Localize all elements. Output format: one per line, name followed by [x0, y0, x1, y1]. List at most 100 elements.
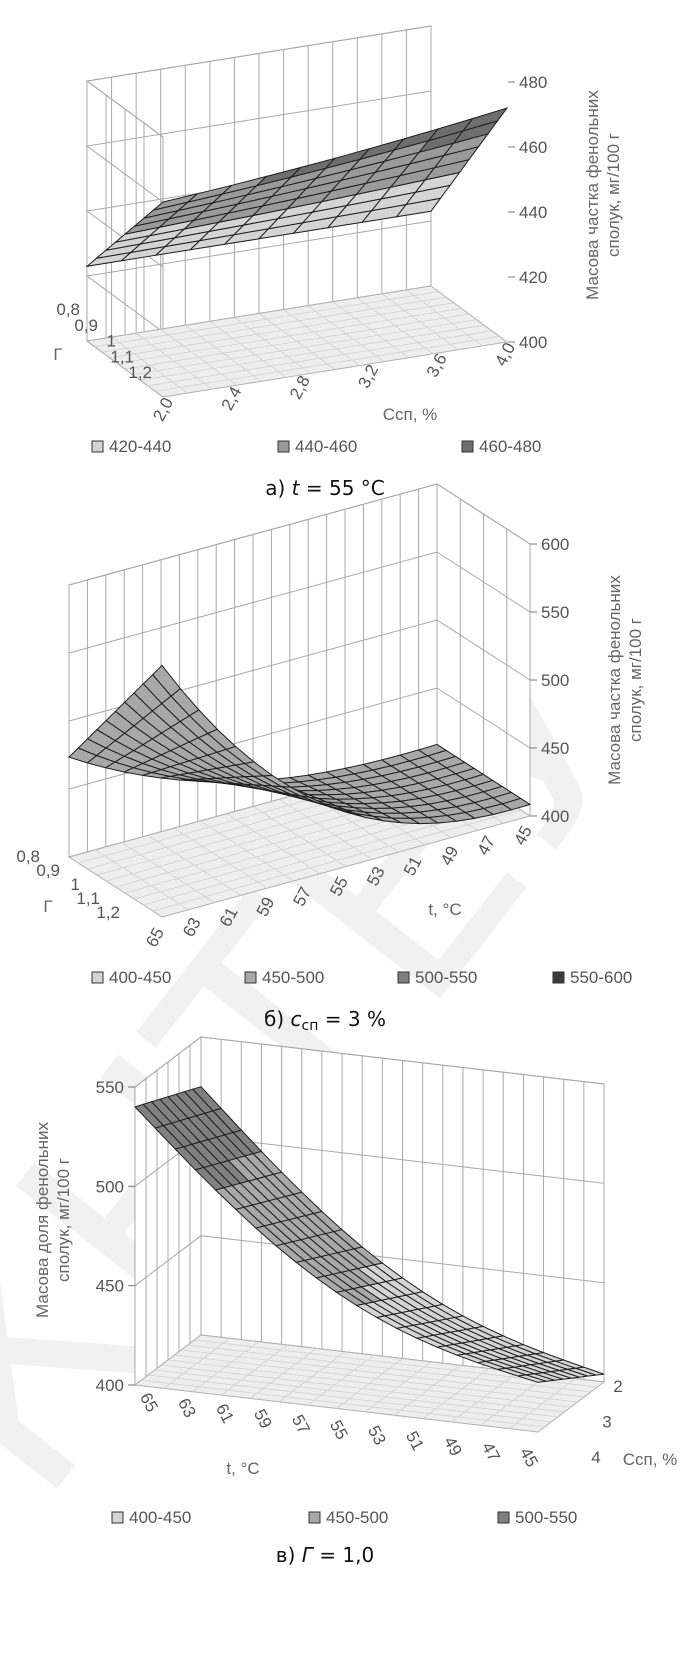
z-tick-label: 400	[541, 807, 569, 826]
chart-caption: в) Г = 1,0	[276, 1543, 374, 1567]
legend-swatch	[91, 440, 104, 453]
z-axis-title-line1: Масова частка фенольних	[605, 575, 624, 785]
wall-hline	[68, 483, 531, 586]
x-tick-label: 55	[326, 1417, 352, 1443]
legend-swatch	[552, 971, 565, 984]
chart-caption: б) cсп = 3 %	[264, 1007, 386, 1034]
floor-grid	[181, 1349, 585, 1398]
wall-hline	[134, 1036, 605, 1088]
floor-grid	[102, 296, 447, 353]
floor-grid	[161, 1364, 565, 1413]
z-tick-label: 600	[541, 535, 569, 554]
chart-caption: а) t = 55 °C	[265, 476, 385, 500]
floor-grid	[174, 1354, 578, 1403]
caption-variable: Г	[302, 1543, 315, 1567]
caption-variable: t	[292, 476, 301, 500]
z-tick-label: 460	[519, 138, 547, 157]
legend-label: 550-600	[570, 968, 632, 987]
legend-label: 500-550	[415, 968, 477, 987]
y-tick-label: 1	[71, 875, 80, 894]
y-tick-label: 1,1	[76, 889, 100, 908]
floor-grid	[147, 330, 492, 387]
chart-a: 400 420 440 460 480 Масова частка фенольних сп…	[53, 25, 623, 500]
x-axis-title: t, °C	[428, 900, 461, 919]
z-axis-title: Масова доля фенольних сполук, мг/100 г	[33, 1122, 73, 1318]
legend-swatch	[111, 1511, 124, 1524]
z-tick-label: 450	[541, 739, 569, 758]
z-tick-label: 440	[519, 203, 547, 222]
y-tick-label: 4	[591, 1448, 600, 1467]
x-tick-label: 61	[212, 1401, 238, 1427]
z-tick-label: 550	[96, 1078, 124, 1097]
floor-grid	[132, 319, 477, 375]
y-tick-label: 0,9	[74, 316, 98, 335]
legend-swatch	[461, 440, 474, 453]
x-tick-label: 57	[288, 1412, 314, 1438]
z-tick-label: 480	[519, 73, 547, 92]
legend-swatch	[244, 971, 257, 984]
floor-grid	[140, 324, 485, 381]
caption-subscript: сп	[302, 1018, 319, 1034]
legend-label: 450-500	[326, 1508, 388, 1527]
surface-cell	[517, 1374, 547, 1383]
caption-rest: = 55 °C	[300, 476, 385, 500]
caption-prefix: в)	[276, 1543, 302, 1567]
y-axis-title: Г	[43, 897, 52, 916]
y-axis-title: Г	[53, 345, 62, 364]
wall-hline	[68, 551, 531, 654]
floor-grid	[141, 1379, 545, 1428]
z-tick-label: 450	[96, 1277, 124, 1296]
z-axis-title-line2: сполук, мг/100 г	[604, 133, 623, 257]
legend-swatch	[497, 1511, 510, 1524]
caption-rest: = 3 %	[318, 1007, 386, 1031]
x-axis-title: t, °C	[226, 1459, 259, 1478]
y-tick-label: 0,9	[36, 861, 60, 880]
floor-grid	[154, 1369, 558, 1418]
z-tick-label: 400	[96, 1376, 124, 1395]
z-tick-label: 500	[96, 1177, 124, 1196]
wall-hline	[85, 25, 432, 138]
floor-grid	[117, 308, 462, 364]
y-tick-label: 1	[107, 332, 116, 351]
x-tick-label: 53	[364, 1423, 390, 1449]
caption-rest: = 1,0	[313, 1543, 374, 1567]
floor-grid	[167, 1359, 572, 1408]
caption-variable: c	[291, 1007, 302, 1031]
y-tick-label: 1,2	[128, 363, 152, 382]
y-tick-label: 2	[613, 1377, 622, 1396]
z-axis-title-line1: Масова частка фенольних	[583, 90, 602, 300]
z-axis-title-line2: сполук, мг/100 г	[54, 1158, 73, 1282]
y-tick-label: 1,1	[110, 347, 134, 366]
surface-cell	[461, 107, 509, 132]
floor-grid	[187, 1344, 591, 1393]
z-tick-label: 400	[519, 333, 547, 352]
wall-hline	[85, 90, 432, 203]
x-tick-label: 47	[478, 1439, 504, 1465]
legend-label: 450-500	[262, 968, 324, 987]
floor-grid	[94, 291, 439, 347]
surface-cell	[501, 797, 532, 811]
wall-hline	[68, 619, 531, 722]
legend-label: 440-460	[295, 437, 357, 456]
caption-prefix: б)	[264, 1007, 291, 1031]
z-axis-title: Масова частка фенольних сполук, мг/100 г	[583, 90, 623, 300]
legend-label: 500-550	[515, 1508, 577, 1527]
legend-label: 400-450	[109, 968, 171, 987]
x-tick-label: 49	[440, 1434, 466, 1460]
y-tick-label: 1,2	[96, 903, 120, 922]
floor-grid	[152, 809, 521, 912]
wall-hline	[134, 1235, 605, 1287]
legend-swatch	[91, 971, 104, 984]
z-axis-title-line1: Масова доля фенольних	[33, 1122, 52, 1318]
y-tick-label: 0,8	[16, 847, 40, 866]
caption-prefix: а)	[265, 476, 291, 500]
legend-label: 460-480	[479, 437, 541, 456]
legend-label: 400-450	[129, 1508, 191, 1527]
x-tick-label: 45	[516, 1445, 542, 1471]
z-tick-label: 500	[541, 671, 569, 690]
x-tick-label: 51	[402, 1428, 428, 1454]
floor-grid	[124, 313, 470, 370]
z-axis-title-line2: сполук, мг/100 г	[626, 618, 645, 742]
z-tick-label: 550	[541, 603, 569, 622]
